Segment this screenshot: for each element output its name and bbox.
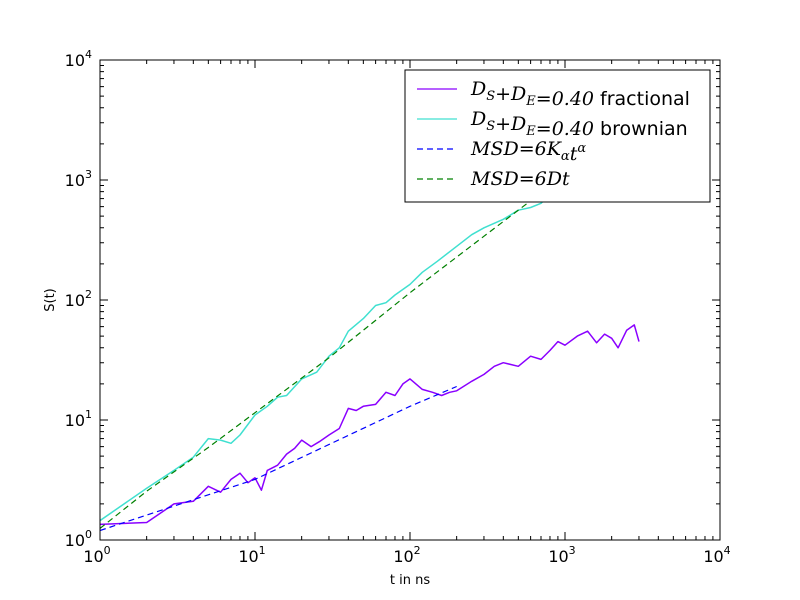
y-tick-label: 102 <box>65 288 92 310</box>
x-tick-label: 102 <box>393 544 420 566</box>
y-tick-label: 100 <box>65 528 92 550</box>
plot-frame <box>99 59 721 541</box>
x-axis-label: t in ns <box>390 573 430 588</box>
x-tick-label: 100 <box>83 544 110 566</box>
y-axis-label: S(t) <box>43 288 58 312</box>
legend-label-0: DS+DE=0.40 fractional <box>470 78 690 110</box>
x-tick-label: 104 <box>703 544 730 566</box>
series-line-3 <box>100 192 542 529</box>
legend-label-2: MSD=6Kαtα <box>470 138 586 165</box>
series-line-0 <box>100 324 640 526</box>
series-line-2 <box>100 385 457 532</box>
x-tick-label: 103 <box>548 544 575 566</box>
legend-label-3: MSD=6Dt <box>470 168 570 190</box>
y-tick-label: 101 <box>65 408 92 430</box>
y-tick-label: 104 <box>65 48 92 70</box>
series-line-1 <box>100 193 551 522</box>
y-tick-label: 103 <box>65 168 92 190</box>
x-tick-label: 101 <box>238 544 265 566</box>
legend-label-1: DS+DE=0.40 brownian <box>470 108 688 140</box>
legend-box <box>404 69 711 203</box>
